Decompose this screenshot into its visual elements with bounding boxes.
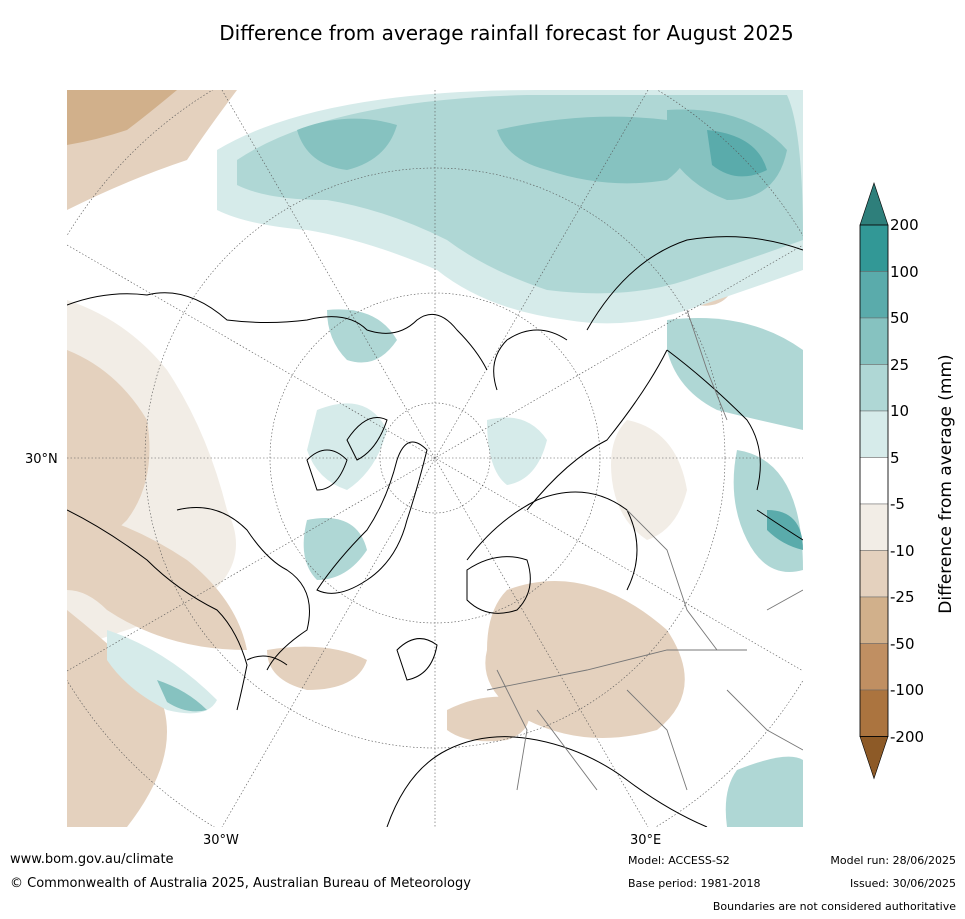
colorbar-tick-label: -50 xyxy=(890,634,915,653)
footer-model: Model: ACCESS-S2 xyxy=(628,854,730,867)
lon-30e-label: 30°E xyxy=(630,833,662,848)
colorbar-band xyxy=(859,689,889,737)
footer-issued: Issued: 30/06/2025 xyxy=(849,877,956,890)
colorbar-tick-label: -10 xyxy=(890,541,915,560)
footer-disclaimer: Boundaries are not considered authoritat… xyxy=(712,900,956,913)
colorbar-band xyxy=(859,271,889,319)
colorbar-band xyxy=(859,503,889,551)
lon-30w-label: 30°W xyxy=(203,833,239,848)
wet-anomaly-regions xyxy=(107,90,803,827)
colorbar xyxy=(840,180,965,790)
colorbar-tick-label: -100 xyxy=(890,681,925,699)
map-title: Difference from average rainfall forecas… xyxy=(219,21,794,45)
footer-copyright: © Commonwealth of Australia 2025, Austra… xyxy=(10,876,471,891)
footer-model-run: Model run: 28/06/2025 xyxy=(830,854,956,867)
footer-base-period: Base period: 1981-2018 xyxy=(628,877,761,890)
colorbar-band xyxy=(859,596,889,644)
colorbar-band xyxy=(859,410,889,458)
colorbar-label: Difference from average (mm) xyxy=(936,354,956,614)
colorbar-tick-label: 25 xyxy=(890,355,910,374)
colorbar-band xyxy=(859,317,889,365)
footer-url[interactable]: www.bom.gov.au/climate xyxy=(10,852,174,867)
colorbar-tick-label: -200 xyxy=(890,727,925,746)
rainfall-map xyxy=(67,90,803,827)
colorbar-tick-label: 10 xyxy=(890,402,910,420)
colorbar-tick-label: 100 xyxy=(890,262,919,281)
coastlines xyxy=(67,236,803,827)
colorbar-tick-label: -5 xyxy=(890,495,905,513)
country-boundaries xyxy=(486,309,803,791)
colorbar-tick-label: 50 xyxy=(890,309,910,327)
colorbar-tick-label: 5 xyxy=(890,448,900,467)
colorbar-band xyxy=(859,457,889,505)
colorbar-extend-max xyxy=(859,182,889,226)
colorbar-band xyxy=(859,364,889,412)
colorbar-band xyxy=(859,550,889,598)
colorbar-band xyxy=(859,224,889,272)
colorbar-tick-label: -25 xyxy=(890,588,915,606)
graticule xyxy=(67,90,803,827)
colorbar-band xyxy=(859,643,889,691)
colorbar-extend-min xyxy=(859,736,889,780)
lat-30n-label: 30°N xyxy=(25,452,58,467)
colorbar-tick-label: 200 xyxy=(890,216,919,234)
